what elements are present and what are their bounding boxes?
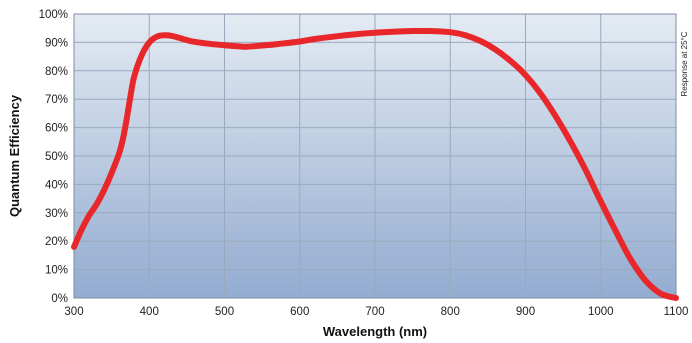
y-tick-label: 50% bbox=[45, 151, 68, 163]
x-tick-label: 600 bbox=[290, 306, 309, 318]
y-tick-labels: 0% 10% 20% 30% 40% 50% 60% 70% 80% 90% 100% bbox=[39, 9, 68, 305]
y-tick-label: 90% bbox=[45, 37, 68, 49]
y-tick-label: 0% bbox=[51, 293, 68, 305]
y-tick-label: 60% bbox=[45, 123, 68, 135]
x-tick-label: 300 bbox=[64, 306, 83, 318]
x-tick-label: 1000 bbox=[588, 306, 614, 318]
y-tick-label: 30% bbox=[45, 208, 68, 220]
y-tick-label: 70% bbox=[45, 94, 68, 106]
x-tick-label: 700 bbox=[365, 306, 384, 318]
x-tick-label: 500 bbox=[215, 306, 234, 318]
response-temperature-note: Response at 25°C bbox=[680, 31, 689, 96]
y-tick-label: 100% bbox=[39, 9, 68, 21]
x-tick-labels: 300 400 500 600 700 800 900 1000 1100 bbox=[64, 306, 688, 318]
y-tick-label: 80% bbox=[45, 66, 68, 78]
y-axis-label: Quantum Efficiency bbox=[7, 94, 22, 217]
quantum-efficiency-curve bbox=[71, 27, 679, 301]
x-tick-label: 400 bbox=[140, 306, 159, 318]
y-tick-label: 40% bbox=[45, 179, 68, 191]
y-tick-label: 20% bbox=[45, 236, 68, 248]
x-tick-label: 1100 bbox=[664, 306, 689, 318]
y-tick-label: 10% bbox=[45, 265, 68, 277]
plot-frame bbox=[73, 13, 677, 299]
x-tick-label: 900 bbox=[516, 306, 535, 318]
x-tick-label: 800 bbox=[441, 306, 460, 318]
x-axis-label: Wavelength (nm) bbox=[323, 324, 427, 339]
